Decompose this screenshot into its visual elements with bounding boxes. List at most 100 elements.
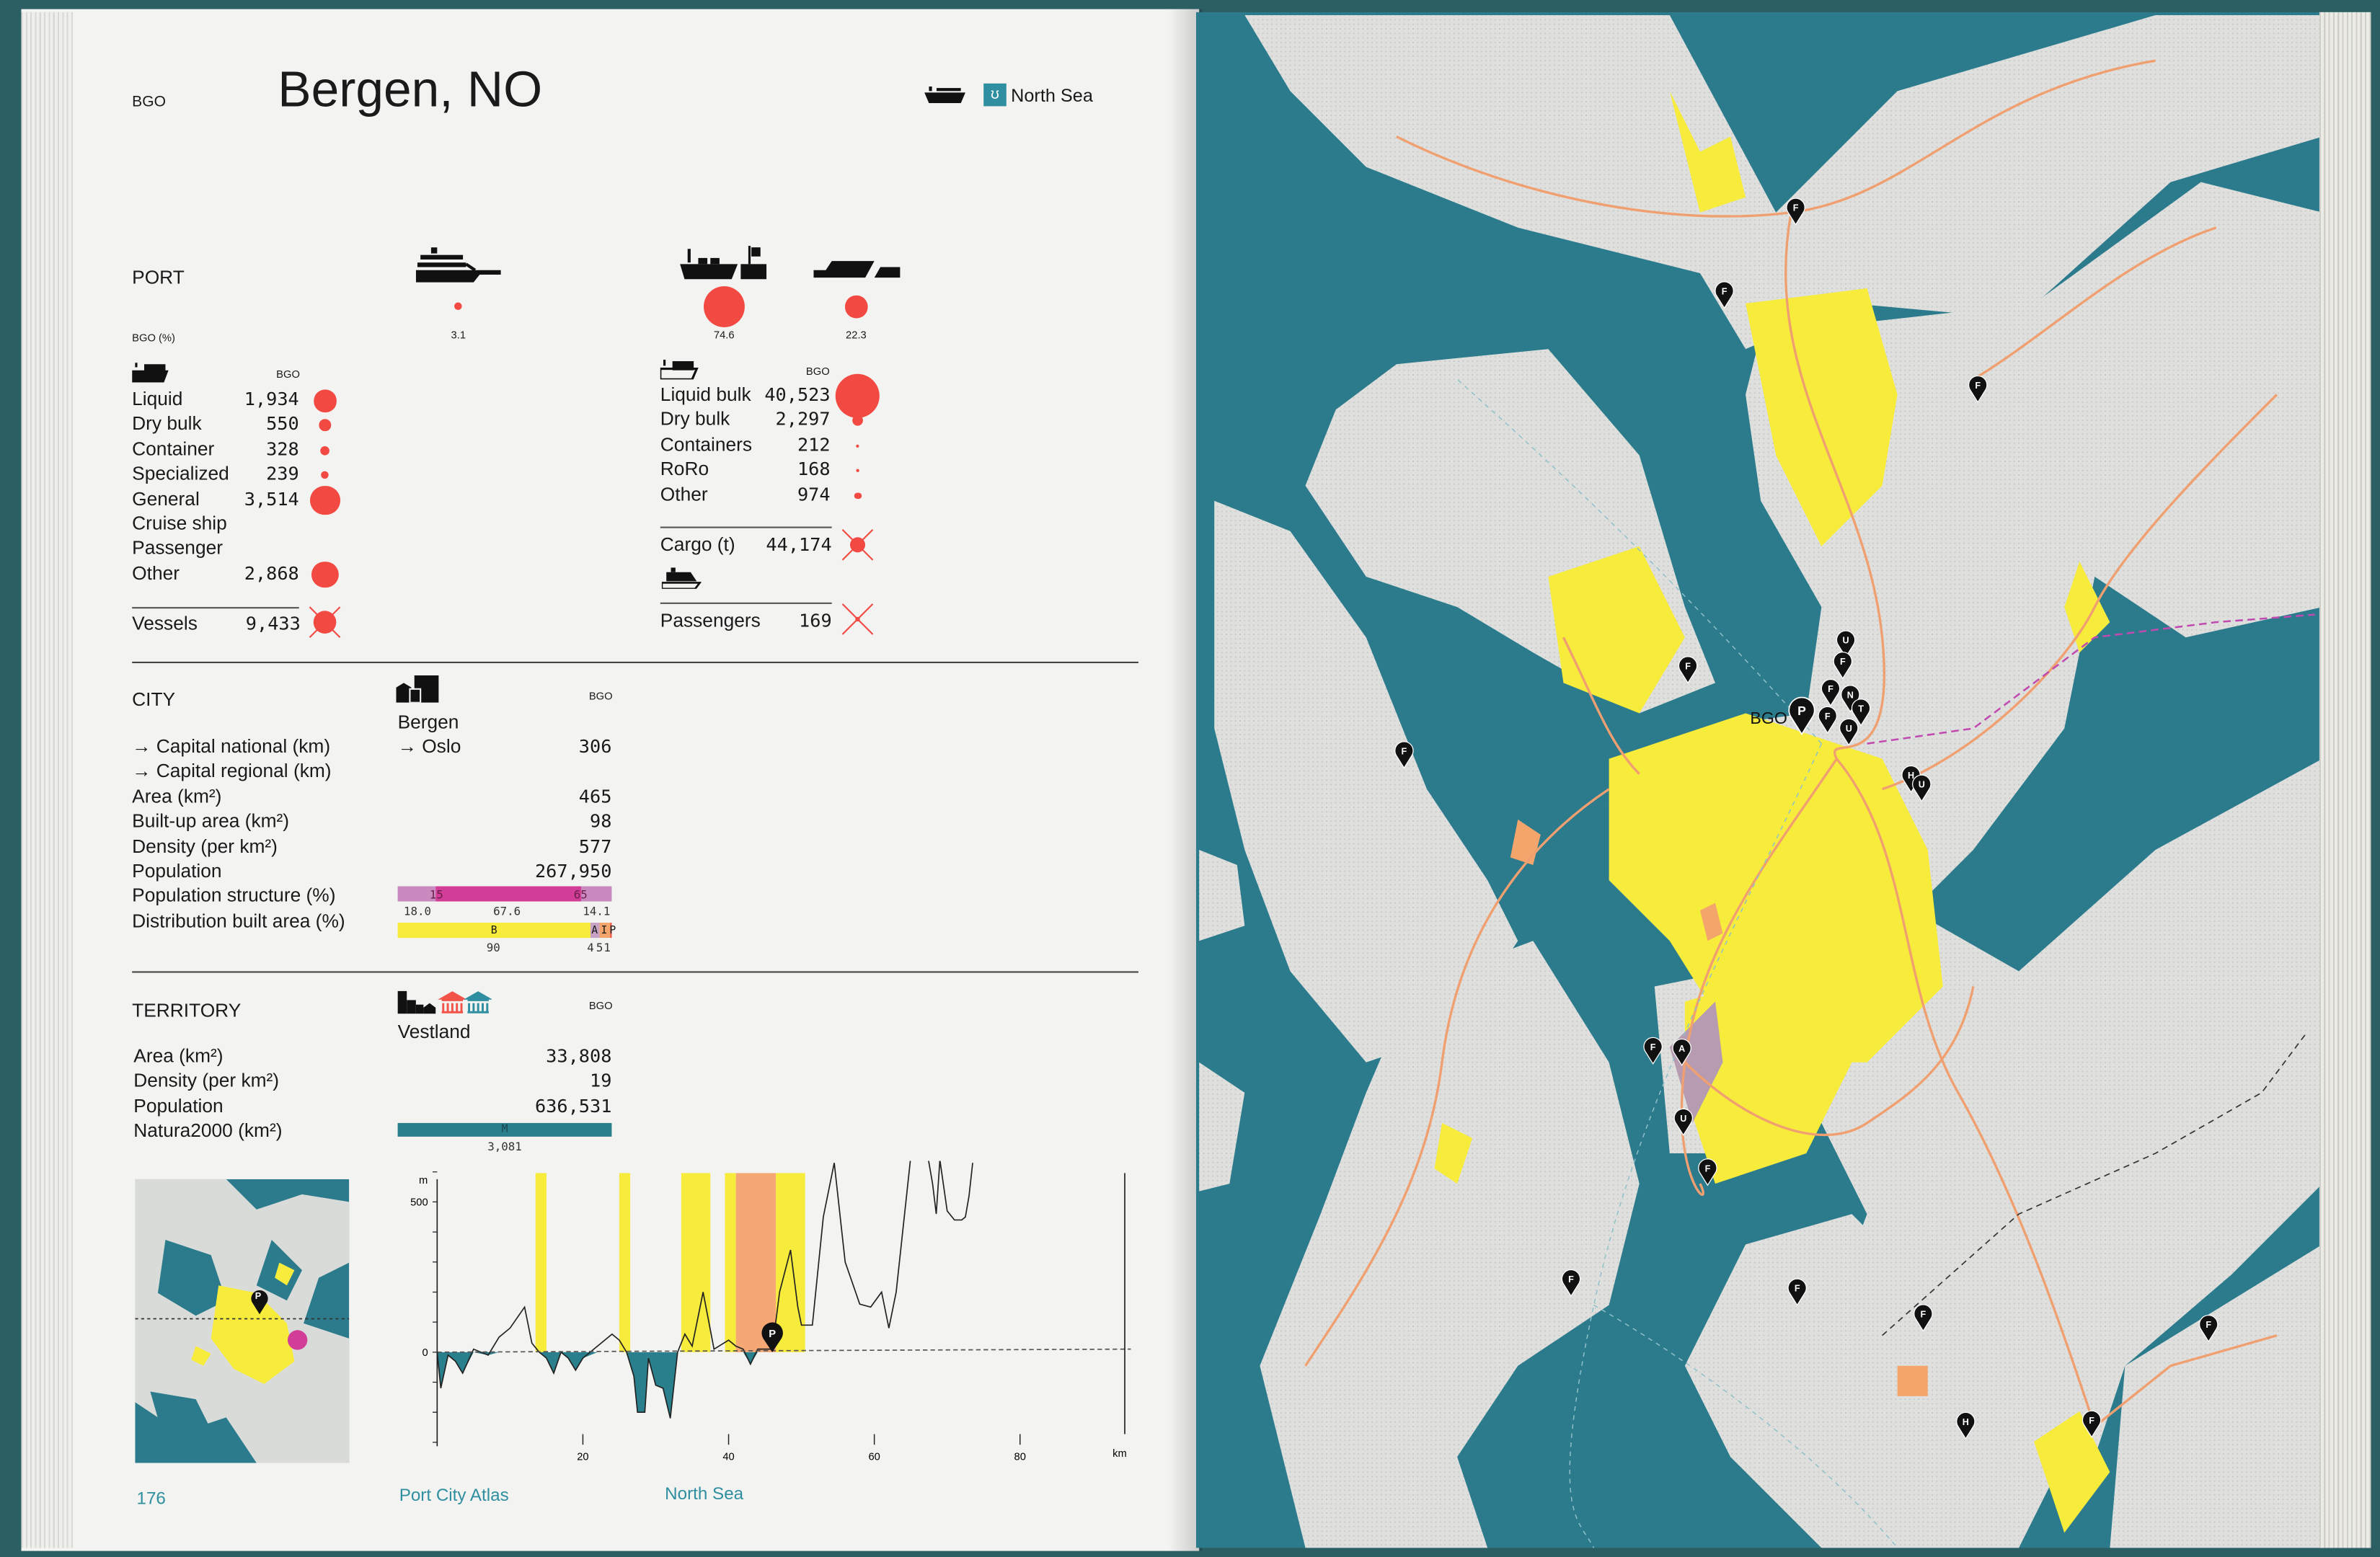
vessels-total-value: 9,433 [245, 613, 301, 635]
city-row-label: Distribution built area (%) [132, 910, 345, 932]
cargo-row-dot [854, 492, 862, 500]
map-pin-F[interactable]: F [2199, 1315, 2218, 1343]
map-pin-H[interactable]: H [1956, 1411, 1976, 1440]
vessel-row-value: 1,934 [244, 388, 299, 410]
inset-location-dot [287, 1330, 308, 1350]
map-pin-F[interactable]: F [1787, 1278, 1807, 1306]
vessel-row-value: 328 [266, 438, 299, 460]
divider [660, 526, 832, 528]
share-dot [844, 295, 867, 318]
industrial-areas [1510, 819, 1928, 1396]
city-row-value: 465 [578, 786, 612, 807]
cargo-total-mark [841, 529, 874, 561]
map-pin-label: F [1793, 203, 1799, 213]
map-pin-label: F [1975, 381, 1981, 391]
sea-label: North Sea [1011, 84, 1093, 107]
map-pin-icon [1394, 741, 1414, 769]
map-pin-icon [1818, 706, 1837, 735]
map-pin-icon [1698, 1158, 1717, 1186]
passengers-value: 169 [799, 610, 832, 631]
built-area-segment: P [609, 923, 616, 939]
map-pin-F[interactable]: F [1643, 1037, 1663, 1065]
built-up-areas [1434, 91, 2110, 1533]
city-row-label: Area (km²) [132, 786, 222, 807]
elevation-profile-chart: 10005000-50020406080mkmP [410, 1161, 1131, 1463]
map-pin-label: N [1847, 690, 1854, 700]
vessel-row-dot [311, 561, 339, 589]
map-pin-label: F [1705, 1163, 1711, 1174]
map-pin-A[interactable]: A [1672, 1038, 1691, 1067]
map-pin-label: F [1722, 286, 1728, 296]
map-pin-U[interactable]: U [1673, 1108, 1693, 1136]
map-pin-F[interactable]: F [1698, 1158, 1717, 1186]
map-pin-icon [1643, 1037, 1663, 1065]
map-pin-F[interactable]: F [1833, 652, 1853, 680]
landuse-band-built [619, 1173, 631, 1352]
port-marker-pin-icon [761, 1322, 783, 1352]
vessel-row-dot [321, 471, 329, 479]
territory-row-label: Population [133, 1095, 224, 1117]
page-number: 176 [136, 1490, 166, 1509]
vessel-row-dot [309, 485, 340, 515]
map-pin-label: F [1840, 657, 1846, 667]
cargo-row-value: 974 [797, 483, 831, 505]
vessel-ship-icon [132, 363, 169, 383]
section-title[interactable]: North Sea [665, 1486, 744, 1504]
map-pin-U[interactable]: U [1836, 630, 1856, 658]
map-pin-F[interactable]: F [1786, 198, 1805, 226]
boundary-line [1882, 1032, 2308, 1336]
cargo-row-value: 40,523 [764, 383, 831, 406]
map-pin-icon [1715, 281, 1734, 309]
city-section-title: CITY [132, 688, 176, 711]
city-buildings-icon [396, 675, 439, 703]
map-pin-F[interactable]: F [1818, 706, 1837, 735]
map-pin-T[interactable]: T [1851, 698, 1871, 727]
book-title[interactable]: Port City Atlas [399, 1487, 509, 1506]
map-pin-F[interactable]: F [1715, 281, 1734, 309]
vessel-row-value: 239 [266, 463, 299, 484]
map-pin-icon [1788, 696, 1815, 736]
city-col-header: BGO [588, 692, 613, 703]
vessel-row-label: General [132, 488, 200, 510]
cruise-ship-icon [415, 247, 501, 283]
region-name: Vestland [397, 1021, 471, 1043]
map-pin-F[interactable]: F [2082, 1410, 2102, 1438]
population-structure-segment [581, 886, 612, 902]
map-pin-F[interactable]: F [1678, 656, 1698, 684]
map-pin-P[interactable]: P [1788, 696, 1815, 736]
map-pin-label: H [1908, 771, 1914, 781]
map-pin-U[interactable]: U [1912, 774, 1932, 802]
map-pin-F[interactable]: F [1561, 1269, 1581, 1298]
cargo-ship-small-icon [660, 359, 699, 380]
vessel-row-label: Liquid [132, 388, 183, 410]
population-structure-bar [397, 886, 612, 902]
map-pin-F[interactable]: F [1821, 678, 1841, 707]
vessel-row-label: Other [132, 562, 180, 585]
map-pin-U[interactable]: U [1839, 718, 1859, 746]
natura2000-value: 3,081 [487, 1140, 522, 1154]
divider [660, 602, 832, 604]
share-dot [454, 302, 463, 311]
city-row-label: → Capital national (km) [132, 736, 331, 758]
cargo-row-label: Containers [660, 433, 753, 456]
x-tick-label: 80 [1014, 1451, 1026, 1463]
cargo-col-header: BGO [805, 367, 830, 378]
cargo-row-value: 2,297 [775, 409, 831, 430]
vessel-row-label: Passenger [132, 538, 223, 559]
vessels-total-label: Vessels [132, 613, 198, 635]
map-pin-N[interactable]: N [1841, 685, 1860, 713]
landuse-band-industrial [735, 1173, 777, 1352]
map-pin-icon [1786, 198, 1805, 226]
city-name: Bergen [397, 711, 459, 733]
capital-name: → Oslo [397, 736, 461, 758]
territory-row-label: Area (km²) [133, 1045, 224, 1068]
population-structure-segment [436, 886, 582, 902]
territory-row-value: 636,531 [534, 1095, 612, 1117]
right-page-edges [2319, 12, 2371, 1548]
map-pin-F[interactable]: F [1914, 1304, 1933, 1332]
map-pin-F[interactable]: F [1394, 741, 1414, 769]
map-pin-F[interactable]: F [1968, 375, 1988, 404]
share-value: 22.3 [846, 330, 867, 342]
cargo-total-value: 44,174 [766, 534, 832, 556]
